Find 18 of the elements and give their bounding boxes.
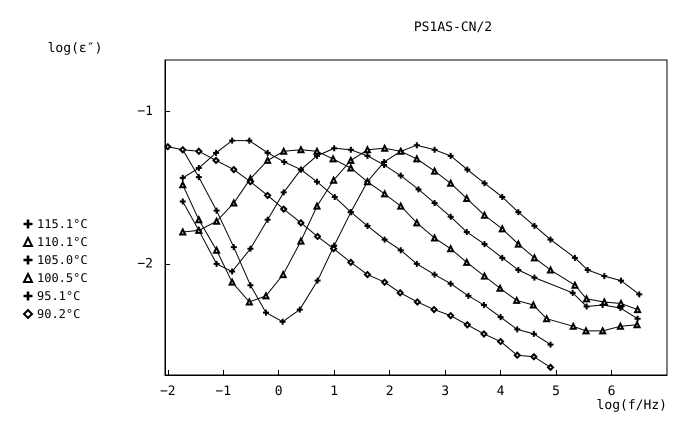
chart-title: PS1AS-CN/2	[414, 20, 492, 35]
x-axis-title: log(f/Hz)	[596, 398, 667, 413]
x-tick-label: −1	[215, 384, 232, 399]
x-tick-label: 2	[386, 384, 394, 399]
x-tick-label: −2	[160, 384, 176, 399]
x-tick-label: 1	[330, 384, 338, 399]
legend-label: 90.2°C	[37, 307, 80, 321]
x-tick-label: 4	[496, 384, 505, 399]
x-tick-label: 3	[441, 384, 450, 399]
x-tick-label: 0	[274, 384, 283, 399]
legend-label: 115.1°C	[37, 217, 88, 231]
legend-label: 105.0°C	[37, 253, 88, 267]
legend-label: 110.1°C	[37, 235, 88, 249]
x-tick-label: 5	[552, 384, 560, 399]
legend-label: 95.1°C	[37, 289, 80, 303]
x-tick-label: 6	[608, 384, 616, 399]
y-axis-title: log(ε″)	[48, 41, 102, 56]
legend-label: 100.5°C	[37, 271, 88, 285]
